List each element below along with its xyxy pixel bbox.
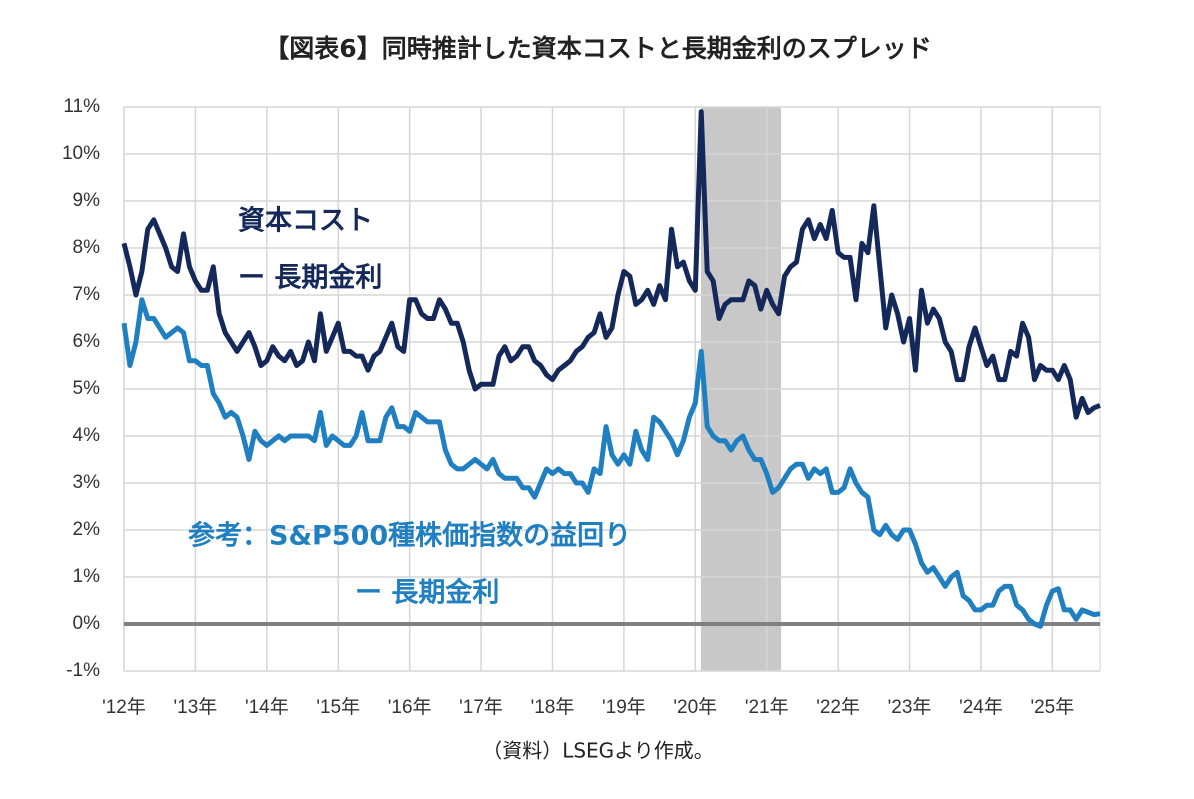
y-tick-label: 1%: [73, 566, 101, 587]
series-label: 資本コスト: [238, 206, 373, 237]
x-tick-label: '14年: [245, 696, 289, 718]
x-tick-label: '25年: [1030, 696, 1074, 718]
y-tick-label: 3%: [73, 472, 101, 493]
y-tick-label: 9%: [73, 190, 101, 211]
y-tick-label: 11%: [63, 96, 100, 117]
x-tick-label: '19年: [602, 696, 646, 718]
x-tick-label: '16年: [388, 696, 432, 718]
x-tick-label: '21年: [745, 696, 789, 718]
x-tick-label: '24年: [959, 696, 1003, 718]
series-label: ー 長期金利: [355, 577, 499, 609]
y-tick-label: 2%: [73, 519, 101, 540]
y-tick-label: 8%: [73, 237, 101, 258]
x-tick-label: '15年: [316, 696, 360, 718]
y-tick-label: 10%: [62, 143, 100, 164]
y-tick-label: 7%: [73, 284, 101, 305]
y-tick-label: -1%: [66, 660, 100, 681]
x-tick-label: '18年: [531, 696, 575, 718]
series-label: ー 長期金利: [238, 262, 382, 294]
x-tick-label: '23年: [888, 696, 932, 718]
x-tick-label: '22年: [816, 696, 860, 718]
x-tick-label: '13年: [174, 696, 218, 718]
x-tick-label: '12年: [102, 696, 146, 718]
y-tick-label: 4%: [73, 425, 101, 446]
chart-title: 【図表6】同時推計した資本コストと長期金利のスプレッド: [264, 34, 931, 63]
y-tick-label: 0%: [73, 613, 101, 634]
y-tick-label: 6%: [73, 331, 101, 352]
x-tick-label: '17年: [459, 696, 503, 718]
series-label: 参考：S&P500種株価指数の益回り: [188, 520, 631, 552]
source-note: （資料）LSEGより作成。: [482, 739, 714, 763]
y-tick-label: 5%: [73, 378, 101, 399]
x-tick-label: '20年: [673, 696, 717, 718]
series-line: [121, 109, 1101, 420]
series-line: [121, 297, 1101, 629]
